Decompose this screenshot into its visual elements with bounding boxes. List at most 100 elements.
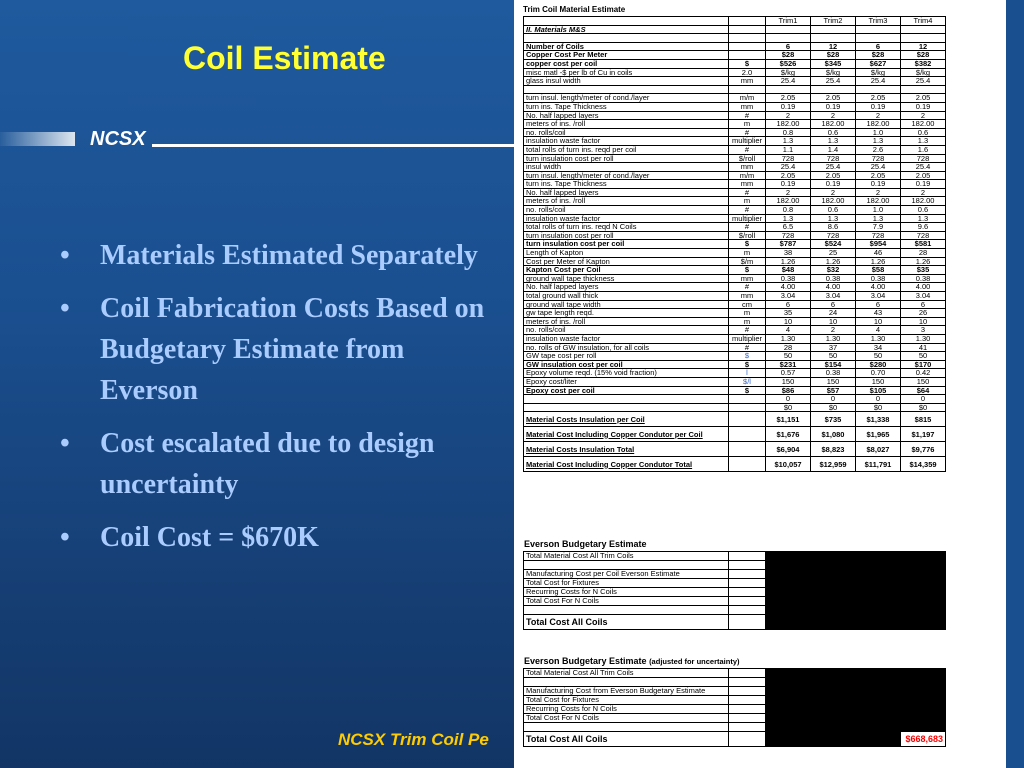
- redacted-cell: [855, 587, 901, 597]
- cell-value: $0: [765, 402, 811, 413]
- cell-value: $154: [810, 359, 856, 370]
- table-row: II. Materials M&S: [523, 24, 946, 35]
- cell-value: 25.4: [900, 162, 946, 172]
- cell-value: 6: [855, 299, 901, 310]
- cell-value: 0.38: [765, 273, 811, 284]
- cell-value: 25.4: [765, 162, 811, 172]
- cell-value: 1.3: [810, 213, 856, 224]
- cell-value: 46: [855, 248, 901, 258]
- cell-value: $954: [855, 239, 901, 250]
- redacted-cell: [855, 560, 901, 570]
- table-row: Cost per Meter of Kapton $/m 1.26 1.26 1.26 1…: [523, 256, 946, 267]
- row-unit: [728, 456, 766, 473]
- cell-value: 4.00: [855, 282, 901, 292]
- row-label: No. half lapped layers: [523, 282, 729, 292]
- row-unit: #: [728, 222, 766, 232]
- row-unit: #: [728, 187, 766, 198]
- redacted-cell: [810, 686, 856, 696]
- redacted-cell: [900, 569, 946, 579]
- row-label: total ground wall thick: [523, 291, 729, 301]
- table-row: insulation waste factor multiplier 1.3 1.3 1…: [523, 136, 946, 146]
- row-label: turn ins. Tape Thickness: [523, 179, 729, 189]
- cell-value: 7.9: [855, 222, 901, 232]
- table-row: No. half lapped layers #2 2 2 2: [523, 110, 946, 121]
- row-label: [523, 605, 729, 615]
- bullet-item: • Cost escalated due to design uncertaint…: [60, 423, 500, 505]
- cell-value: 50: [810, 351, 856, 361]
- cell-value: 0.19: [810, 179, 856, 189]
- row-unit: #: [728, 205, 766, 215]
- cell-value: 1.3: [810, 136, 856, 146]
- cell-value: $1,338: [855, 411, 901, 428]
- row-unit: m: [728, 308, 766, 318]
- cell-value: 1.0: [855, 127, 901, 138]
- cell-value: 0.19: [900, 101, 946, 112]
- cell-value: $28: [855, 50, 901, 60]
- redacted-cell: [855, 668, 901, 678]
- cell-value: 0: [855, 394, 901, 404]
- row-unit: [728, 41, 766, 52]
- table-row: Total Material Cost All Trim Coils: [523, 668, 946, 678]
- cell-value: 728: [810, 153, 856, 164]
- cell-value: $0: [900, 402, 946, 413]
- cell-value: 6: [900, 299, 946, 310]
- table-row: Material Costs Insulation Total $6,904 $8,…: [523, 441, 946, 458]
- redacted-cell: [855, 596, 901, 606]
- cell-value: 728: [855, 230, 901, 241]
- row-unit: mm: [728, 291, 766, 301]
- row-unit: m/m: [728, 93, 766, 103]
- row-label: [523, 33, 729, 43]
- table-row: insul width mm 25.4 25.4 25.4 25.4: [523, 162, 946, 172]
- cell-value: 0.57: [765, 368, 811, 378]
- row-label: Number of Coils: [523, 41, 729, 52]
- cell-value: 25.4: [855, 76, 901, 86]
- cell-value: 3.04: [765, 291, 811, 301]
- row-unit: [728, 411, 766, 428]
- bullet-item: • Materials Estimated Separately: [60, 235, 500, 276]
- row-unit: $/roll: [728, 153, 766, 164]
- row-label: Material Costs Insulation Total: [523, 441, 729, 458]
- cell-value: 1.30: [810, 333, 856, 344]
- cell-value: $382: [900, 58, 946, 69]
- cell-value: $1,197: [900, 426, 946, 443]
- redacted-cell: [855, 677, 901, 687]
- row-label: No. half lapped layers: [523, 187, 729, 198]
- redacted-cell: [810, 587, 856, 597]
- redacted-cell: [855, 578, 901, 588]
- redacted-cell: [810, 704, 856, 714]
- cell-value: 728: [900, 230, 946, 241]
- cell-value: [855, 84, 901, 95]
- table-row: turn ins. Tape Thickness mm 0.19 0.19 0.19 0.…: [523, 101, 946, 112]
- cell-value: 2: [900, 187, 946, 198]
- table-row: [523, 677, 946, 687]
- cell-value: $48: [765, 265, 811, 275]
- row-label: no. rolls/coil: [523, 205, 729, 215]
- cell-value: 1.26: [855, 256, 901, 267]
- table-row: turn insul. length/meter of cond./layer m…: [523, 170, 946, 181]
- cell-value: 6: [765, 41, 811, 52]
- table-row: Copper Cost Per Meter $28 $28 $28 $28: [523, 50, 946, 60]
- cell-value: $12,959: [810, 456, 856, 473]
- cell-value: [765, 33, 811, 43]
- cell-value: [765, 84, 811, 95]
- cell-value: 34: [855, 342, 901, 353]
- cell-value: 0.19: [765, 101, 811, 112]
- row-label: No. half lapped layers: [523, 110, 729, 121]
- redacted-cell: [765, 551, 811, 561]
- row-unit: $/m: [728, 256, 766, 267]
- cell-value: 1.0: [855, 205, 901, 215]
- row-label: misc matl -$ per lb of Cu in coils: [523, 67, 729, 78]
- table-row: Material Cost Including Copper Condutor …: [523, 426, 946, 443]
- redacted-cell: [900, 668, 946, 678]
- cell-value: 50: [855, 351, 901, 361]
- row-unit: [728, 551, 766, 561]
- cell-value: 4.00: [810, 282, 856, 292]
- redacted-cell: [810, 668, 856, 678]
- cell-value: 2: [765, 187, 811, 198]
- cell-value: $6,904: [765, 441, 811, 458]
- table-row: no. rolls/coil #4 2 4 3: [523, 325, 946, 335]
- table-row: [523, 722, 946, 732]
- bullet-text: Coil Cost = $670K: [100, 522, 319, 553]
- row-label: Epoxy cost/liter: [523, 376, 729, 387]
- row-label: Epoxy cost per coil: [523, 385, 729, 396]
